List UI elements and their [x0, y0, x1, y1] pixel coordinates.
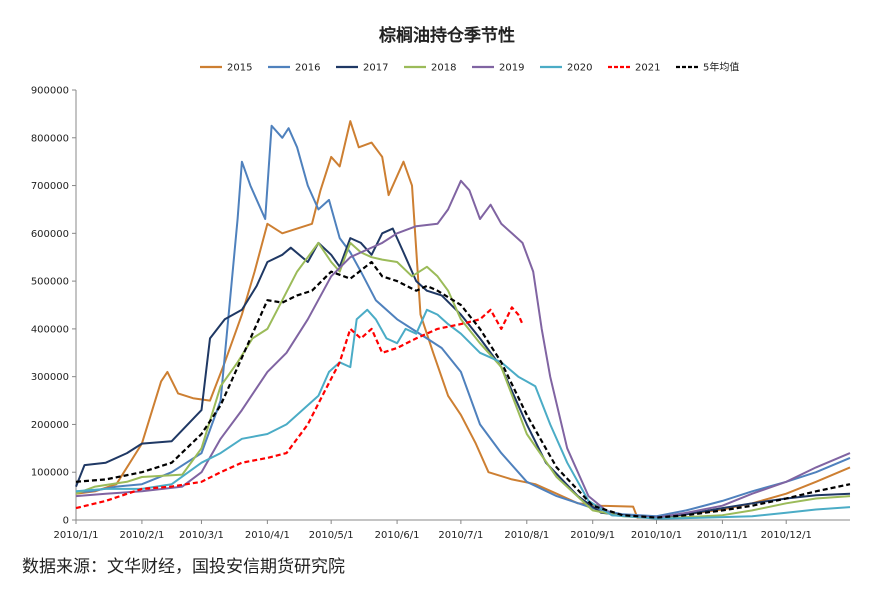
legend-label-7: 5年均值 [703, 61, 739, 74]
y-tick-label: 700000 [31, 181, 69, 192]
legend-label-2: 2017 [363, 63, 388, 74]
y-tick-label: 100000 [31, 468, 69, 479]
series-line-0 [75, 120, 851, 519]
y-tick-label: 0 [63, 516, 69, 527]
y-tick-label: 300000 [31, 372, 69, 383]
x-tick-label: 2010/7/1 [438, 530, 483, 541]
y-tick-label: 400000 [31, 324, 69, 335]
series-line-5 [75, 308, 851, 520]
y-tick-label: 900000 [31, 86, 69, 97]
series-line-2 [75, 227, 851, 519]
legend-label-4: 2019 [499, 63, 524, 74]
legend-label-3: 2018 [431, 63, 456, 74]
series-line-1 [75, 124, 851, 518]
series-layer [75, 120, 851, 520]
x-tick-label: 2010/1/1 [54, 530, 99, 541]
series-line-7 [75, 260, 851, 519]
x-tick-label: 2010/11/1 [697, 530, 748, 541]
legend: 2015 2016 2017 2018 2019 2020 2021 5年均值 [200, 61, 739, 74]
x-tick-label: 2010/6/1 [375, 530, 420, 541]
series-line-4 [75, 179, 851, 519]
legend-label-5: 2020 [567, 63, 592, 74]
legend-label-6: 2021 [635, 63, 660, 74]
x-tick-label: 2010/12/1 [761, 530, 812, 541]
x-tick-label: 2010/4/1 [245, 530, 290, 541]
y-tick-label: 500000 [31, 277, 69, 288]
x-tick-label: 2010/9/1 [570, 530, 615, 541]
y-tick-label: 200000 [31, 420, 69, 431]
x-tick-label: 2010/2/1 [119, 530, 164, 541]
chart-title: 棕榈油持仓季节性 [379, 25, 515, 46]
x-tick-label: 2010/5/1 [309, 530, 354, 541]
y-tick-label: 800000 [31, 133, 69, 144]
legend-label-0: 2015 [227, 63, 252, 74]
y-axis: 0 100000 200000 300000 400000 500000 600000 700… [31, 86, 77, 527]
x-tick-label: 2010/10/1 [631, 530, 682, 541]
y-tick-label: 600000 [31, 229, 69, 240]
source-note: 数据来源：文华财经，国投安信期货研究院 [22, 557, 345, 577]
x-tick-label: 2010/3/1 [179, 530, 224, 541]
x-tick-label: 2010/8/1 [504, 530, 549, 541]
x-axis: 2010/1/1 2010/2/1 2010/3/1 2010/4/1 2010/5/1… [54, 519, 850, 541]
series-line-6 [75, 306, 524, 510]
legend-label-1: 2016 [295, 63, 320, 74]
